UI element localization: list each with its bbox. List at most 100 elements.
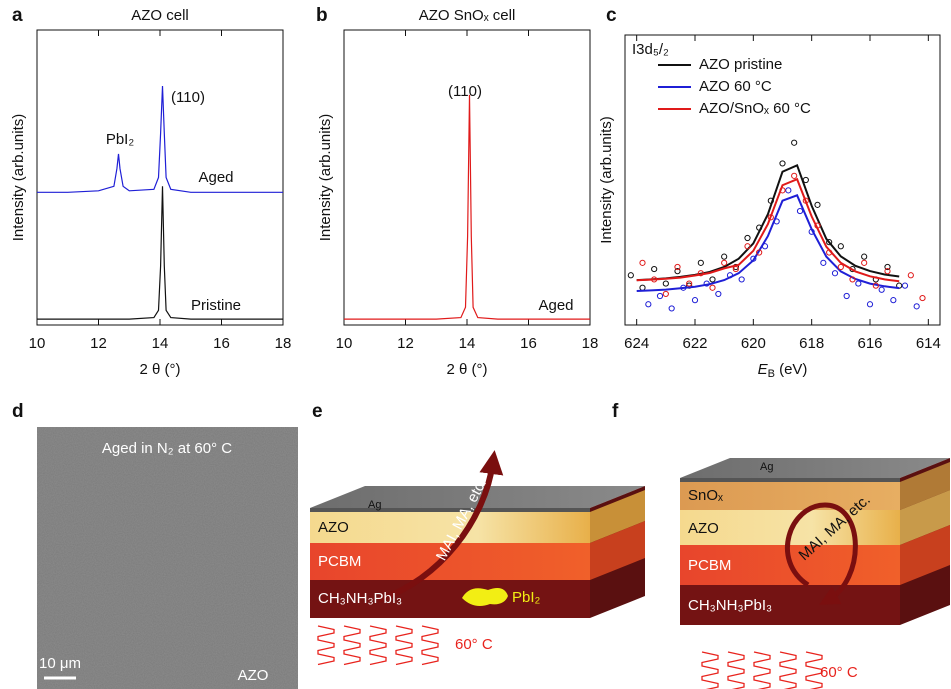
heat-wave — [369, 625, 387, 666]
panel-label: b — [316, 5, 328, 26]
temperature-label: 60° C — [820, 664, 858, 681]
heat-wave — [779, 651, 797, 689]
data-point — [691, 297, 699, 304]
heat-wave — [395, 625, 413, 666]
heat-wave — [317, 625, 335, 666]
x-tick-label: 616 — [857, 335, 882, 352]
legend-label: AZO/SnOₓ 60 °C — [699, 100, 811, 117]
x-tick-label: 614 — [916, 335, 941, 352]
data-point — [686, 280, 693, 287]
layer-label: Ag — [760, 461, 773, 473]
annotation: Aged — [198, 169, 233, 186]
side-pcbm — [590, 521, 645, 580]
data-line — [37, 186, 283, 320]
panel-label: a — [12, 5, 23, 26]
data-point — [884, 268, 891, 275]
data-point — [861, 253, 868, 260]
heat-wave — [805, 651, 823, 689]
plot-frame — [624, 34, 941, 326]
heat-wave — [727, 651, 745, 689]
legend-label: AZO pristine — [699, 56, 782, 73]
x-axis-label-part: (eV) — [775, 361, 808, 378]
migration-arrow — [377, 450, 504, 603]
annotation: (110) — [448, 83, 482, 100]
data-point — [738, 276, 745, 283]
data-point — [843, 292, 850, 300]
data-line — [344, 94, 590, 320]
x-tick-label: 622 — [682, 335, 707, 352]
data-point — [721, 259, 728, 266]
data-point — [639, 259, 646, 266]
annotation: PbI₂ — [106, 131, 135, 148]
legend-label: AZO 60 °C — [699, 78, 772, 95]
data-point — [837, 243, 844, 250]
x-tick-label: 16 — [520, 335, 537, 352]
data-point — [662, 290, 669, 298]
migration-arrow — [785, 502, 858, 605]
data-point — [866, 301, 874, 308]
side-azo — [900, 490, 950, 545]
x-axis-label: EB (eV) — [758, 361, 808, 380]
data-point — [826, 239, 833, 246]
data-point — [814, 201, 821, 208]
data-point — [651, 265, 658, 273]
fit-line — [636, 177, 900, 283]
x-tick-label: 618 — [799, 335, 824, 352]
layer-label: AZO — [318, 519, 349, 536]
azo-layer — [310, 512, 590, 543]
data-point — [901, 282, 909, 289]
data-point — [907, 272, 914, 279]
data-point — [791, 172, 798, 179]
data-point — [855, 280, 862, 287]
data-point — [709, 284, 716, 291]
data-point — [919, 294, 926, 302]
data-point — [796, 207, 804, 215]
diagram-e: Ag AZO PCBM CH₃NH₃PbI₃ PbI₂ MAI, MA, etc… — [310, 450, 645, 666]
heat-waves — [317, 625, 439, 666]
heat-wave — [343, 625, 361, 666]
data-point — [674, 268, 681, 275]
top-face — [680, 458, 950, 478]
x-axis-label: 2 θ (°) — [139, 361, 180, 378]
panel-label: f — [612, 401, 619, 422]
panel-label: c — [606, 5, 617, 26]
data-point — [791, 139, 798, 146]
annotation: Aged — [538, 297, 573, 314]
layer-label: CH₃NH₃PbI₃ — [688, 597, 772, 614]
perovskite-layer — [680, 585, 900, 625]
data-point — [709, 276, 716, 283]
sno-layer — [680, 482, 900, 510]
data-point — [744, 243, 751, 250]
heat-wave — [421, 625, 439, 666]
layer-label: Ag — [368, 499, 381, 511]
sem-image: Aged in N₂ at 60° C 10 μm AZO — [37, 427, 298, 689]
layer-label: PCBM — [318, 553, 361, 570]
data-point — [668, 305, 675, 312]
data-point — [697, 259, 704, 266]
x-tick-label: 10 — [336, 335, 353, 352]
ag-layer — [310, 508, 590, 512]
layer-label: AZO — [688, 520, 719, 537]
data-point — [627, 272, 634, 279]
ag-layer — [680, 478, 900, 482]
data-point — [849, 276, 856, 283]
heat-waves — [701, 651, 823, 689]
side-sno — [900, 462, 950, 510]
data-point — [756, 249, 763, 256]
annotation: (110) — [171, 89, 205, 106]
data-point — [674, 263, 681, 271]
top-face — [310, 486, 645, 508]
layer-label: PCBM — [688, 557, 731, 574]
y-axis-label: Intensity (arb.units) — [598, 116, 615, 244]
plot-frame — [343, 29, 591, 326]
data-point — [890, 297, 897, 304]
layer-label: SnOₓ — [688, 487, 723, 504]
x-tick-label: 12 — [90, 335, 107, 352]
data-point — [645, 301, 652, 308]
sem-label: AZO — [238, 667, 269, 684]
annotation: Pristine — [191, 297, 241, 314]
data-point — [721, 253, 728, 260]
data-point — [878, 286, 885, 293]
x-tick-label: 10 — [29, 335, 46, 352]
x-tick-label: 624 — [624, 335, 649, 352]
